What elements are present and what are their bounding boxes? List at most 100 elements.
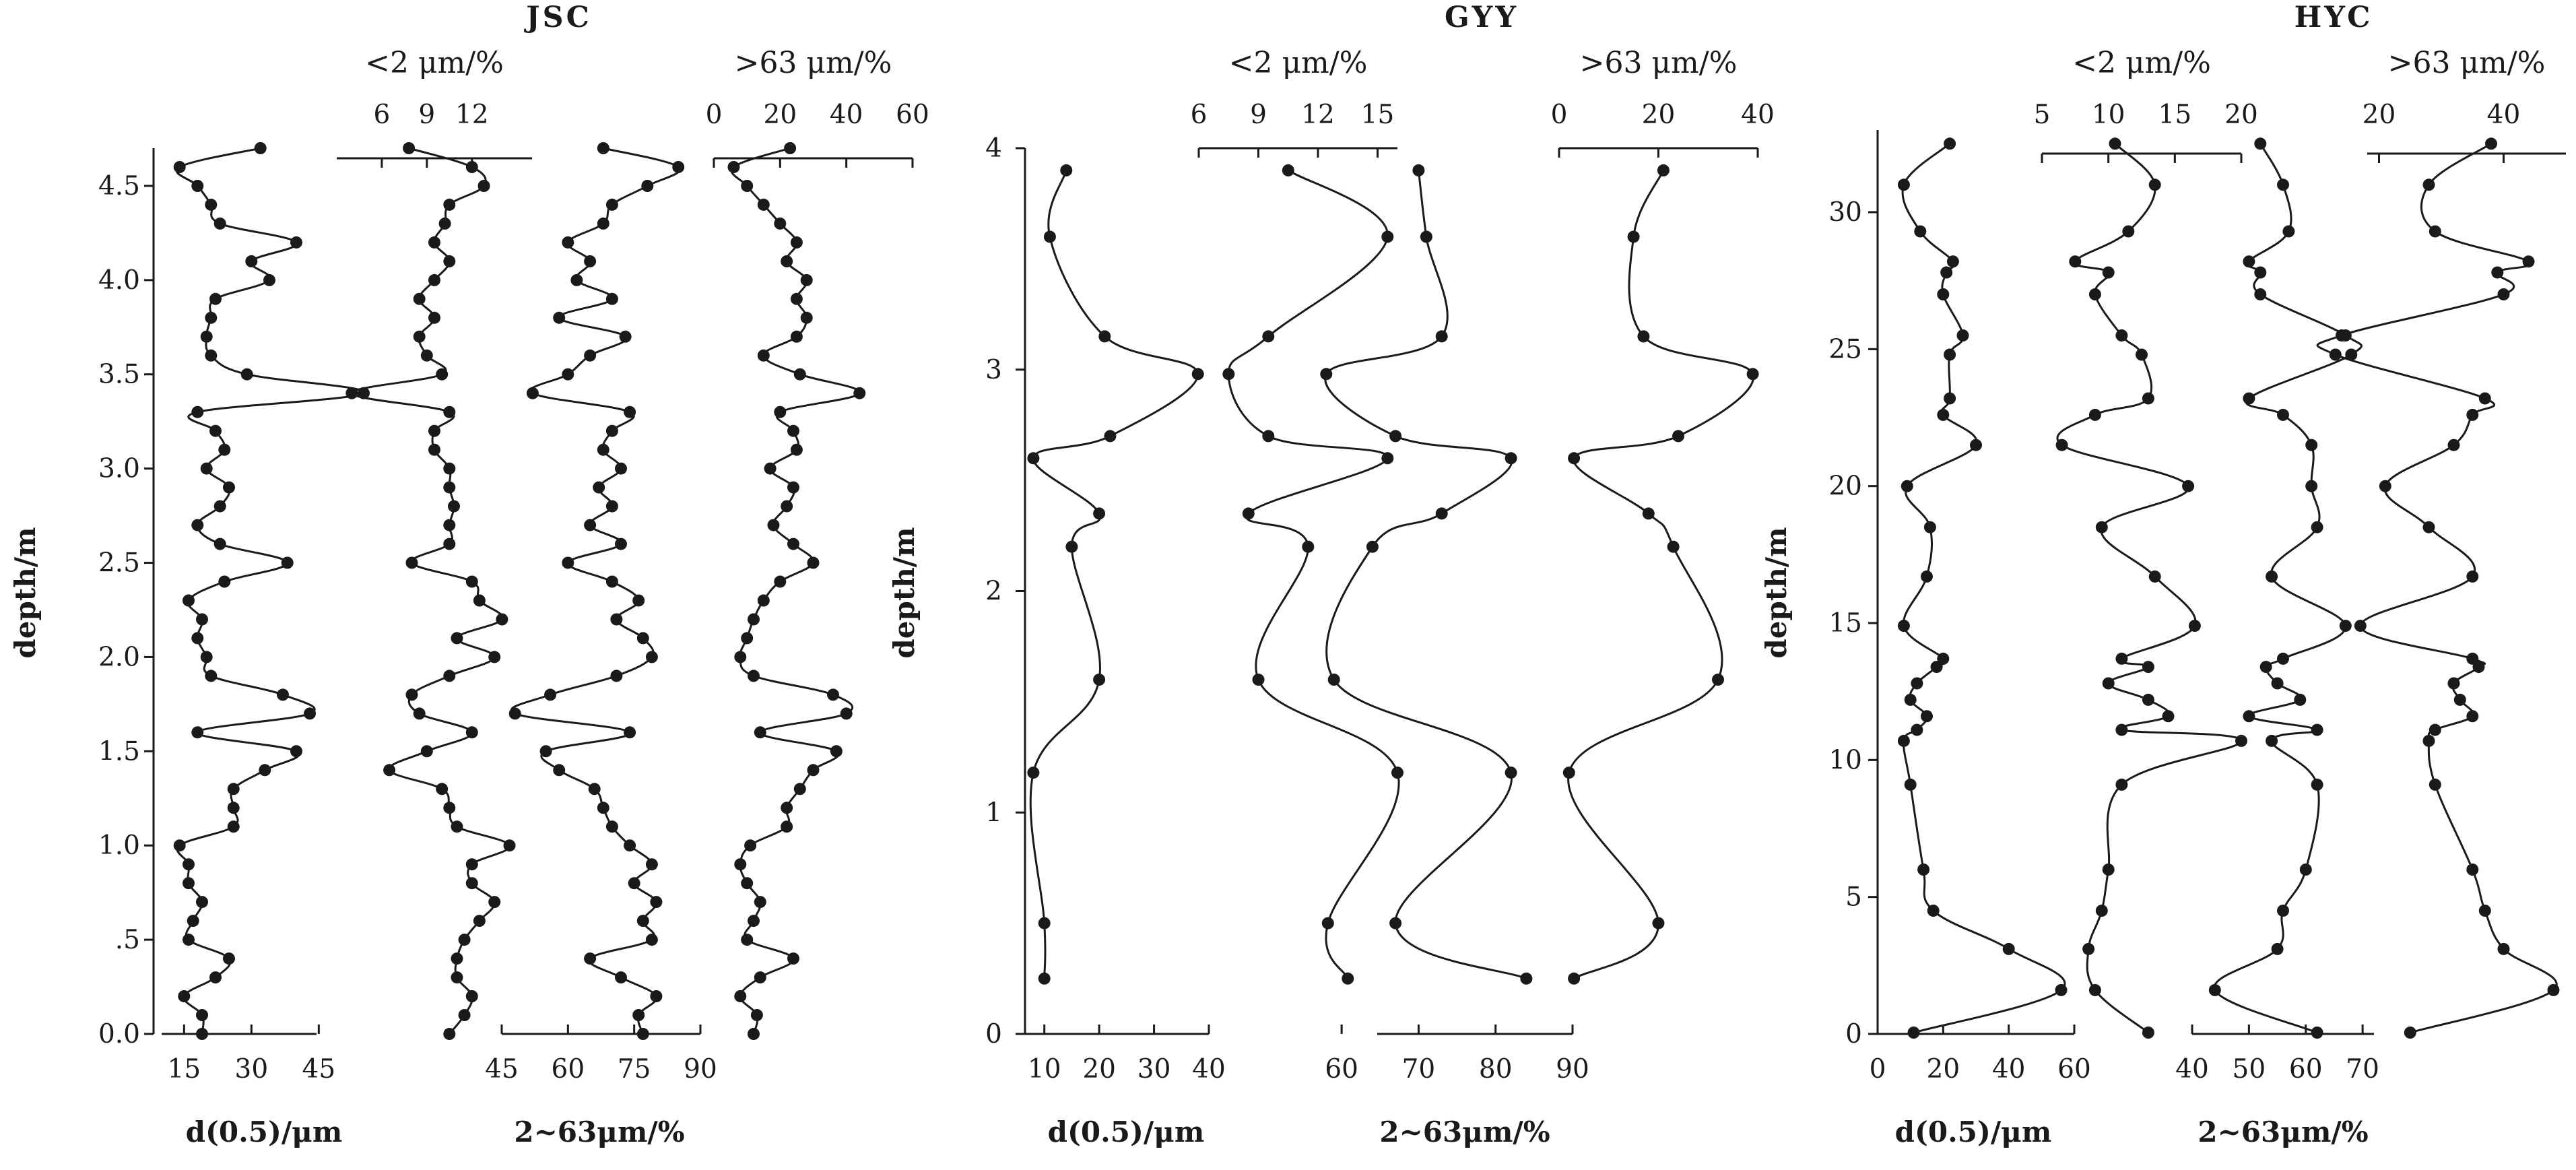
data-point — [1937, 408, 1950, 421]
y-tick-label-jsc: 2.0 — [98, 642, 140, 672]
data-point — [2088, 408, 2101, 421]
x-tick-label-jsc: 40 — [830, 100, 863, 130]
x-tick-label-hyc: 15 — [2158, 100, 2192, 130]
data-point — [1420, 230, 1432, 243]
data-point — [840, 707, 853, 720]
bottom-axis-title-hyc-0: d(0.5)/μm — [1895, 1115, 2052, 1148]
data-point — [2148, 178, 2161, 191]
profile-hyc: HYC depth/m 0 5 10 15 20 25 30 0 20 40 60 5 10 15 20 <2 μ… — [1760, 1, 2566, 1148]
data-point — [2522, 255, 2535, 268]
y-axis-label-hyc: depth/m — [1760, 527, 1793, 658]
data-point — [477, 180, 490, 192]
data-point — [218, 575, 231, 588]
data-point — [2208, 983, 2221, 996]
data-point — [1038, 917, 1051, 930]
data-point — [1907, 1027, 1920, 1039]
data-point — [1093, 507, 1106, 520]
data-point — [436, 368, 449, 381]
y-tick-label-gyy: 4 — [985, 133, 1002, 164]
data-point — [213, 217, 226, 230]
data-point — [281, 556, 294, 569]
series-line-jsc-63-m — [731, 147, 861, 1035]
y-tick-label-hyc: 30 — [1828, 197, 1862, 228]
y-tick-label-jsc: 1.0 — [98, 831, 140, 861]
data-point — [1921, 570, 1933, 583]
data-point — [1505, 767, 1517, 779]
data-point — [200, 462, 213, 475]
data-point — [827, 688, 839, 701]
data-point — [1366, 540, 1379, 553]
series-line-gyy-2-63-m — [1324, 170, 1527, 980]
data-point — [754, 896, 766, 909]
data-point — [2429, 723, 2441, 736]
data-point — [1944, 137, 1956, 150]
data-point — [790, 443, 803, 456]
data-point — [451, 952, 463, 965]
data-point — [465, 575, 478, 588]
data-point — [183, 934, 195, 946]
data-point — [750, 1009, 763, 1021]
data-point — [2311, 778, 2323, 791]
data-point — [757, 198, 770, 211]
data-point — [488, 651, 501, 663]
data-point — [428, 311, 440, 324]
y-tick-label-jsc: 0.0 — [98, 1019, 140, 1049]
x-tick-label-hyc: 40 — [1992, 1054, 2026, 1084]
data-point — [196, 896, 208, 909]
data-point — [734, 858, 747, 871]
x-tick-label-hyc: 40 — [2175, 1054, 2209, 1084]
data-point — [645, 651, 658, 663]
x-tick-label-hyc: 70 — [2346, 1054, 2379, 1084]
data-point — [443, 538, 456, 550]
x-tick-label-jsc: 45 — [485, 1054, 519, 1084]
x-tick-label-hyc: 20 — [1927, 1054, 1960, 1084]
data-point — [2311, 723, 2323, 736]
data-point — [2055, 983, 2068, 996]
data-point — [209, 292, 222, 305]
x-tick-label-jsc: 12 — [455, 100, 489, 130]
data-point — [632, 1009, 645, 1021]
data-point — [597, 802, 609, 814]
data-point — [1746, 368, 1759, 381]
series-line-hyc-d-0-5-m — [1901, 143, 2066, 1034]
data-point — [570, 273, 583, 286]
data-point — [2277, 652, 2289, 665]
data-point — [615, 538, 627, 550]
data-point — [636, 1028, 649, 1040]
data-point — [443, 405, 456, 418]
data-point — [413, 707, 426, 720]
data-point — [451, 820, 463, 833]
data-point — [1568, 972, 1581, 985]
data-point — [605, 575, 618, 588]
data-point — [496, 613, 508, 626]
x-tick-label-gyy: 6 — [1191, 100, 1208, 130]
data-point — [1946, 255, 1959, 268]
data-point — [213, 538, 226, 550]
data-point — [1381, 452, 1394, 465]
data-point — [2485, 137, 2497, 150]
profile-jsc: JSC depth/m 0.0 .5 1.0 1.5 2.0 2.5 3.0 3.5 4.0 4.5 1… — [9, 1, 929, 1148]
data-point — [1901, 480, 1913, 492]
data-point — [645, 858, 658, 871]
data-point — [245, 255, 258, 267]
data-point — [741, 877, 754, 890]
data-point — [209, 424, 222, 437]
data-point — [2188, 620, 2201, 632]
bottom-axis-title-gyy-0: d(0.5)/μm — [1048, 1115, 1205, 1148]
data-point — [183, 594, 195, 607]
site-title-gyy: GYY — [1445, 1, 1519, 34]
x-tick-label-hyc: 50 — [2233, 1054, 2266, 1084]
data-point — [1381, 230, 1394, 243]
data-point — [458, 1009, 471, 1021]
series-line-hyc-2-63-m — [2213, 143, 2363, 1034]
data-point — [1038, 972, 1051, 985]
data-point — [790, 292, 803, 305]
data-point — [2243, 255, 2255, 268]
data-point — [1191, 368, 1204, 381]
data-point — [748, 613, 760, 626]
data-point — [2329, 348, 2342, 361]
data-point — [209, 971, 222, 984]
data-point — [793, 368, 806, 381]
data-point — [2497, 288, 2510, 300]
